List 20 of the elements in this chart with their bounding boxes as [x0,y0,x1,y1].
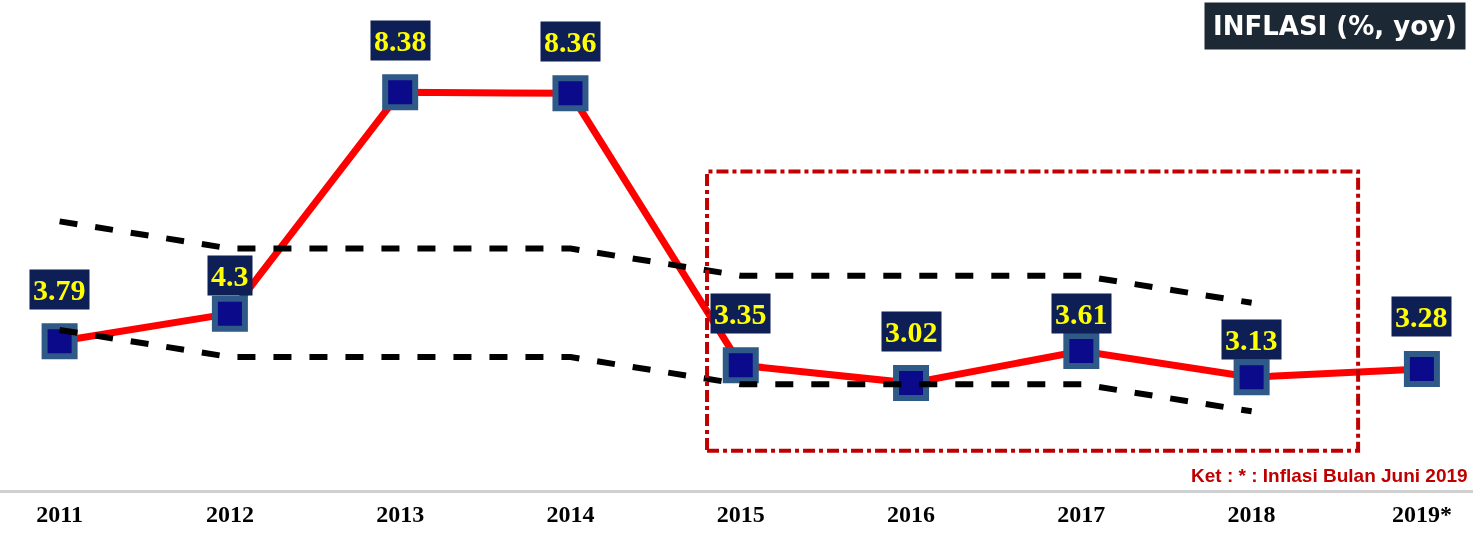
data-label: 3.79 [33,273,86,306]
x-tick-label: 2015 [716,500,765,527]
data-label: 4.3 [211,259,249,292]
x-tick-label: 2018 [1227,500,1276,527]
chart-title: INFLASI (%, yoy) [1213,11,1457,41]
x-tick-label: 2017 [1057,500,1106,527]
data-label: 8.36 [544,25,597,58]
x-tick-label: 2014 [546,500,595,527]
data-label: 3.13 [1225,323,1278,356]
x-tick-label: 2019* [1391,500,1452,527]
data-label: 3.02 [885,315,938,348]
x-tick-label: 2011 [36,500,83,527]
data-label: 3.28 [1395,300,1448,333]
data-label: 8.38 [374,24,427,57]
data-label: 3.61 [1055,297,1108,330]
x-tick-label: 2016 [887,500,936,527]
data-label: 3.35 [714,297,767,330]
x-tick-label: 2013 [376,500,425,527]
x-tick-label: 2012 [205,500,254,527]
text: Ket : * : Inflasi Bulan Juni 2019 [1191,465,1468,486]
